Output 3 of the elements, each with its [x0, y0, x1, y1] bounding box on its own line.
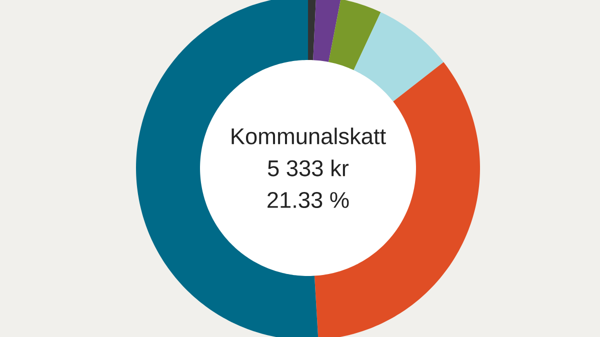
- text: 5 333 kr: [268, 160, 349, 176]
- text: 21.33 %: [268, 192, 349, 208]
- text: Kommunalskatt: [232, 128, 386, 144]
